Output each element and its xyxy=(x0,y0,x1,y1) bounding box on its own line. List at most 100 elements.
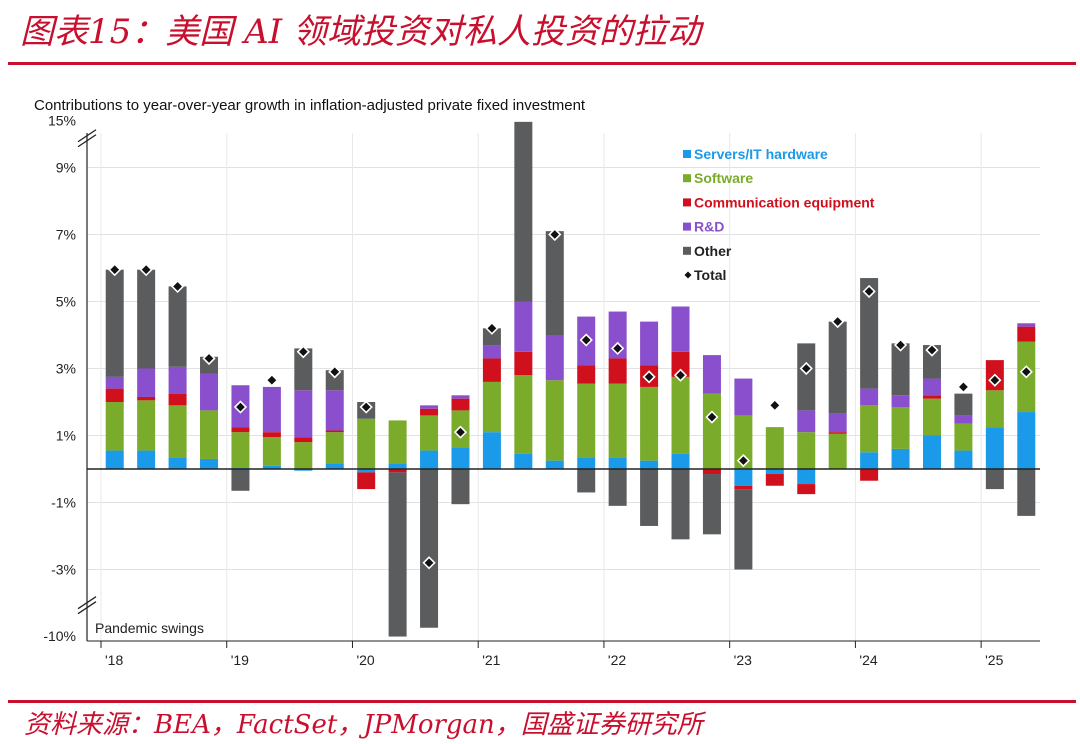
y-tick-label: -10% xyxy=(43,628,76,644)
total-marker xyxy=(485,321,499,335)
legend: Servers/IT hardware Software Communication… xyxy=(683,146,875,283)
bar-r-d xyxy=(514,301,533,352)
bar-other xyxy=(828,321,847,414)
total-marker xyxy=(988,373,1002,387)
axis-break-mark xyxy=(77,596,97,615)
legend-swatch-communication-equipment xyxy=(683,198,691,207)
total-marker xyxy=(705,410,719,424)
total-marker xyxy=(925,343,939,357)
bar-other xyxy=(388,472,407,637)
bar-communication-equipment xyxy=(671,351,690,377)
chart-title: Contributions to year-over-year growth i… xyxy=(34,97,586,114)
x-tick-label: '21 xyxy=(482,652,500,668)
y-tick-label: 15% xyxy=(48,113,76,129)
bar-r-d xyxy=(954,415,973,424)
total-marker xyxy=(893,338,908,352)
total-marker xyxy=(233,400,248,414)
bar-software xyxy=(545,380,564,461)
bar-servers-it-hardware xyxy=(262,465,281,469)
bar-software xyxy=(734,415,753,469)
bar-r-d xyxy=(1017,323,1036,327)
bar-other xyxy=(702,474,721,535)
legend-label-communication-equipment: Communication equipment xyxy=(694,194,875,210)
bar-r-d xyxy=(640,321,659,366)
bar-other xyxy=(545,231,564,335)
legend-swatch-servers-it-hardware xyxy=(683,150,691,158)
bar-software xyxy=(388,420,407,464)
bar-servers-it-hardware xyxy=(985,427,1004,469)
page-heading: 图表15：美国 AI 领域投资对私人投资的拉动 xyxy=(20,12,701,52)
bar-communication-equipment xyxy=(420,408,439,416)
x-tick-label: '25 xyxy=(985,652,1003,668)
bar-r-d xyxy=(922,378,941,396)
bar-servers-it-hardware xyxy=(294,469,313,471)
bar-servers-it-hardware xyxy=(514,453,533,469)
bar-software xyxy=(482,381,501,433)
x-tick-label: '18 xyxy=(105,652,123,668)
bar-communication-equipment xyxy=(797,484,816,495)
bar-software xyxy=(200,410,219,459)
bar-communication-equipment xyxy=(922,395,941,399)
bar-other xyxy=(860,278,879,389)
bar-communication-equipment xyxy=(105,388,124,402)
bar-other xyxy=(797,343,816,411)
legend-label-total: Total xyxy=(694,267,726,283)
bar-software xyxy=(137,400,156,451)
bar-servers-it-hardware xyxy=(922,435,941,469)
y-tick-label: 3% xyxy=(56,361,76,377)
bar-other xyxy=(137,269,156,369)
bar-software xyxy=(954,423,973,451)
total-marker xyxy=(799,361,813,376)
y-tick-label: -1% xyxy=(51,495,76,511)
total-marker xyxy=(611,341,625,356)
total-markers xyxy=(108,227,1033,570)
bar-servers-it-hardware xyxy=(640,460,659,469)
bar-other xyxy=(640,469,659,526)
bar-other xyxy=(577,469,596,493)
bar-communication-equipment xyxy=(357,472,376,490)
bar-software xyxy=(985,390,1004,428)
bar-r-d xyxy=(168,366,187,394)
total-marker xyxy=(956,380,971,394)
bar-servers-it-hardware xyxy=(200,458,219,469)
total-marker xyxy=(642,370,656,384)
bar-r-d xyxy=(828,413,847,433)
bar-software xyxy=(860,405,879,453)
bar-communication-equipment xyxy=(702,469,721,475)
bar-software xyxy=(168,405,187,458)
bar-other xyxy=(231,469,250,491)
bar-r-d xyxy=(325,390,344,431)
bar-servers-it-hardware xyxy=(797,469,816,485)
bar-communication-equipment xyxy=(262,432,281,438)
total-marker xyxy=(422,556,436,570)
bar-software xyxy=(640,386,659,461)
axis-break-mark xyxy=(77,129,97,148)
bar-communication-equipment xyxy=(482,358,501,382)
bar-servers-it-hardware xyxy=(137,450,156,469)
x-tick-label: '24 xyxy=(859,652,877,668)
bar-software xyxy=(922,398,941,436)
total-marker xyxy=(673,368,688,382)
bar-series xyxy=(105,121,1036,637)
legend-label-r-d: R&D xyxy=(694,219,724,235)
legend-label-servers-it-hardware: Servers/IT hardware xyxy=(694,146,828,162)
bar-communication-equipment xyxy=(734,485,753,490)
bar-r-d xyxy=(545,335,564,381)
bar-other xyxy=(294,348,313,391)
bar-r-d xyxy=(891,395,910,408)
bar-r-d xyxy=(797,410,816,433)
y-tick-label: -3% xyxy=(51,562,76,578)
bar-software xyxy=(514,375,533,454)
bar-software xyxy=(357,418,376,469)
bar-r-d xyxy=(105,376,124,389)
bar-other xyxy=(482,328,501,346)
total-marker xyxy=(831,314,845,329)
total-marker xyxy=(768,398,782,412)
bar-communication-equipment xyxy=(451,398,470,411)
y-tick-label: 7% xyxy=(56,227,76,243)
bar-servers-it-hardware xyxy=(671,453,690,469)
total-marker xyxy=(328,365,342,379)
bar-r-d xyxy=(262,386,281,433)
bar-other xyxy=(954,393,973,416)
bar-communication-equipment xyxy=(860,469,879,481)
